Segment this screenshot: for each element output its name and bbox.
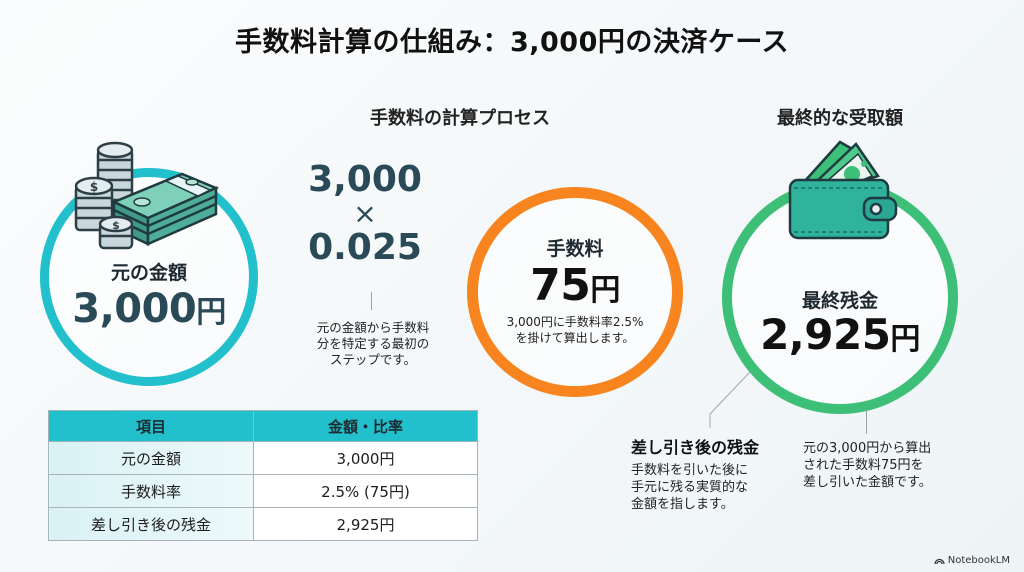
header-amount: 金額・比率 [253, 410, 478, 442]
row-value: 3,000円 [253, 441, 478, 475]
note-line: 差し引いた金額です。 [803, 475, 932, 490]
calculation-formula: 3,000 × 0.025 [295, 160, 435, 268]
connector-line [371, 292, 372, 310]
desc-line: ステップです。 [329, 352, 417, 367]
brand-label: NotebookLM [947, 555, 1010, 566]
note-line: 金額を指します。 [631, 497, 734, 512]
summary-table: 項目 金額・比率 元の金額 3,000円 手数料率 2.5% (75円) 差し引… [48, 410, 478, 541]
table-row: 手数料率 2.5% (75円) [48, 474, 478, 508]
note-line: 手数料を引いた後に [631, 463, 749, 478]
fee-number: 75 [530, 260, 591, 311]
multiply-sign: × [353, 197, 377, 230]
note-line: 元の3,000円から算出 [803, 441, 932, 456]
final-amount-value: 2,925円 [735, 310, 945, 359]
yen-unit: 円 [890, 322, 920, 357]
row-label: 手数料率 [48, 474, 254, 508]
remaining-note-title: 差し引き後の残金 [631, 438, 760, 457]
process-description: 元の金額から手数料 分を特定する最初の ステップです。 [295, 320, 451, 368]
fee-value: 75円 [480, 260, 670, 311]
note-line: 手元に残る実質的な [631, 480, 749, 495]
yen-unit: 円 [196, 295, 226, 330]
final-heading: 最終的な受取額 [777, 108, 903, 129]
remaining-note: 差し引き後の残金 手数料を引いた後に 手元に残る実質的な 金額を指します。 [631, 434, 791, 513]
notebooklm-logo-icon [934, 558, 945, 565]
desc-line: 分を特定する最初の [316, 336, 430, 351]
final-amount-label: 最終残金 [801, 290, 878, 312]
table-header-row: 項目 金額・比率 [48, 410, 478, 442]
row-value: 2.5% (75円) [253, 474, 478, 508]
connector-line [709, 371, 751, 428]
money-stack-icon: $ $ [70, 136, 220, 254]
row-value: 2,925円 [253, 507, 478, 541]
brand-watermark: NotebookLM [934, 555, 1010, 566]
connector-line [866, 410, 867, 434]
fee-ring [467, 187, 683, 397]
explanation-note: 元の3,000円から算出 された手数料75円を 差し引いた金額です。 [803, 440, 973, 491]
svg-text:$: $ [112, 219, 120, 232]
svg-text:$: $ [90, 180, 98, 194]
calc-operand-2: 0.025 [308, 227, 422, 268]
process-heading: 手数料の計算プロセス [370, 108, 550, 129]
table-row: 差し引き後の残金 2,925円 [48, 507, 478, 541]
row-label: 差し引き後の残金 [48, 507, 254, 541]
note-line: された手数料75円を [803, 458, 924, 473]
desc-line: を掛けて算出します。 [515, 331, 635, 345]
calc-operand-1: 3,000 [308, 159, 422, 200]
table-row: 元の金額 3,000円 [48, 441, 478, 475]
final-amount-number: 2,925 [760, 310, 891, 359]
original-amount-number: 3,000 [72, 286, 197, 332]
original-amount-label: 元の金額 [110, 262, 187, 284]
yen-unit: 円 [590, 273, 620, 308]
page-title: 手数料計算の仕組み：3,000円の決済ケース [234, 27, 790, 58]
desc-line: 元の金額から手数料 [316, 320, 430, 335]
fee-label: 手数料 [546, 238, 604, 260]
row-label: 元の金額 [48, 441, 254, 475]
original-amount-value: 3,000円 [48, 286, 250, 332]
desc-line: 3,000円に手数料率2.5% [506, 315, 644, 329]
wallet-icon [782, 136, 902, 242]
fee-description: 3,000円に手数料率2.5% を掛けて算出します。 [480, 314, 670, 346]
header-item: 項目 [48, 410, 254, 442]
